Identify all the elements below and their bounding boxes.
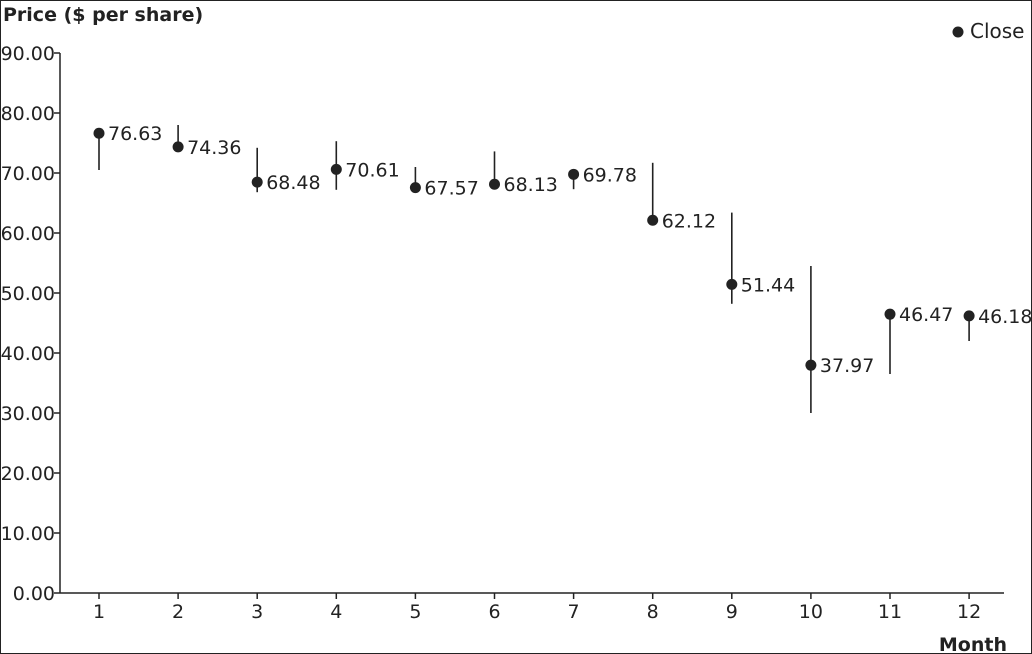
x-tick-label: 9: [726, 601, 738, 623]
legend-label-close: Close: [970, 19, 1024, 43]
x-axis-title: Month: [939, 634, 1007, 653]
axes: 0.00 10.00 20.00 30.00 40.00 50.00 60.00 70.00 8…: [1, 43, 1004, 623]
x-tick-label: 3: [251, 601, 263, 623]
x-tick-label: 12: [957, 601, 981, 623]
close-value-label: 62.12: [662, 210, 716, 232]
y-tick-label: 10.00: [1, 523, 55, 545]
close-value-label: 67.57: [424, 178, 478, 200]
close-point: [93, 127, 105, 139]
x-tick-label: 2: [172, 601, 184, 623]
y-tick-label: 30.00: [1, 403, 55, 425]
y-tick-label: 0.00: [13, 583, 55, 605]
close-point: [647, 214, 659, 226]
close-point: [409, 182, 421, 194]
close-value-label: 68.13: [504, 174, 558, 196]
x-tick-label: 8: [647, 601, 659, 623]
x-tick-label: 10: [799, 601, 823, 623]
close-value-label: 46.47: [899, 304, 953, 326]
close-value-label: 74.36: [187, 137, 241, 159]
chart-title: Price ($ per share): [3, 4, 203, 26]
close-point: [884, 308, 896, 320]
legend-marker: [952, 26, 964, 38]
y-tick-label: 40.00: [1, 343, 55, 365]
legend: Close: [952, 19, 1024, 43]
x-tick-label: 6: [488, 601, 500, 623]
close-point: [963, 310, 975, 322]
close-point: [251, 176, 263, 188]
y-tick-label: 60.00: [1, 223, 55, 245]
close-points: 76.63 74.36 68.48 70.61 67.57 68.13 69.78 62.12…: [93, 123, 1031, 377]
close-value-label: 70.61: [345, 159, 399, 181]
close-value-label: 51.44: [741, 274, 795, 296]
x-tick-label: 4: [330, 601, 342, 623]
y-tick-label: 90.00: [1, 43, 55, 65]
close-value-label: 46.18: [978, 306, 1031, 328]
close-point: [489, 178, 500, 190]
close-point: [568, 168, 580, 180]
close-value-label: 68.48: [266, 172, 320, 194]
close-value-label: 76.63: [108, 123, 162, 145]
y-tick-label: 70.00: [1, 163, 55, 185]
y-tick-label: 50.00: [1, 283, 55, 305]
close-point: [172, 141, 184, 153]
close-value-label: 69.78: [583, 164, 637, 186]
x-tick-label: 1: [93, 601, 105, 623]
x-tick-label: 7: [568, 601, 580, 623]
close-point: [726, 278, 738, 290]
x-tick-label: 5: [409, 601, 421, 623]
y-tick-label: 80.00: [1, 103, 55, 125]
close-point: [330, 163, 342, 175]
x-tick-label: 11: [878, 601, 902, 623]
y-tick-label: 20.00: [1, 463, 55, 485]
close-value-label: 37.97: [820, 355, 874, 377]
close-point: [805, 359, 817, 371]
